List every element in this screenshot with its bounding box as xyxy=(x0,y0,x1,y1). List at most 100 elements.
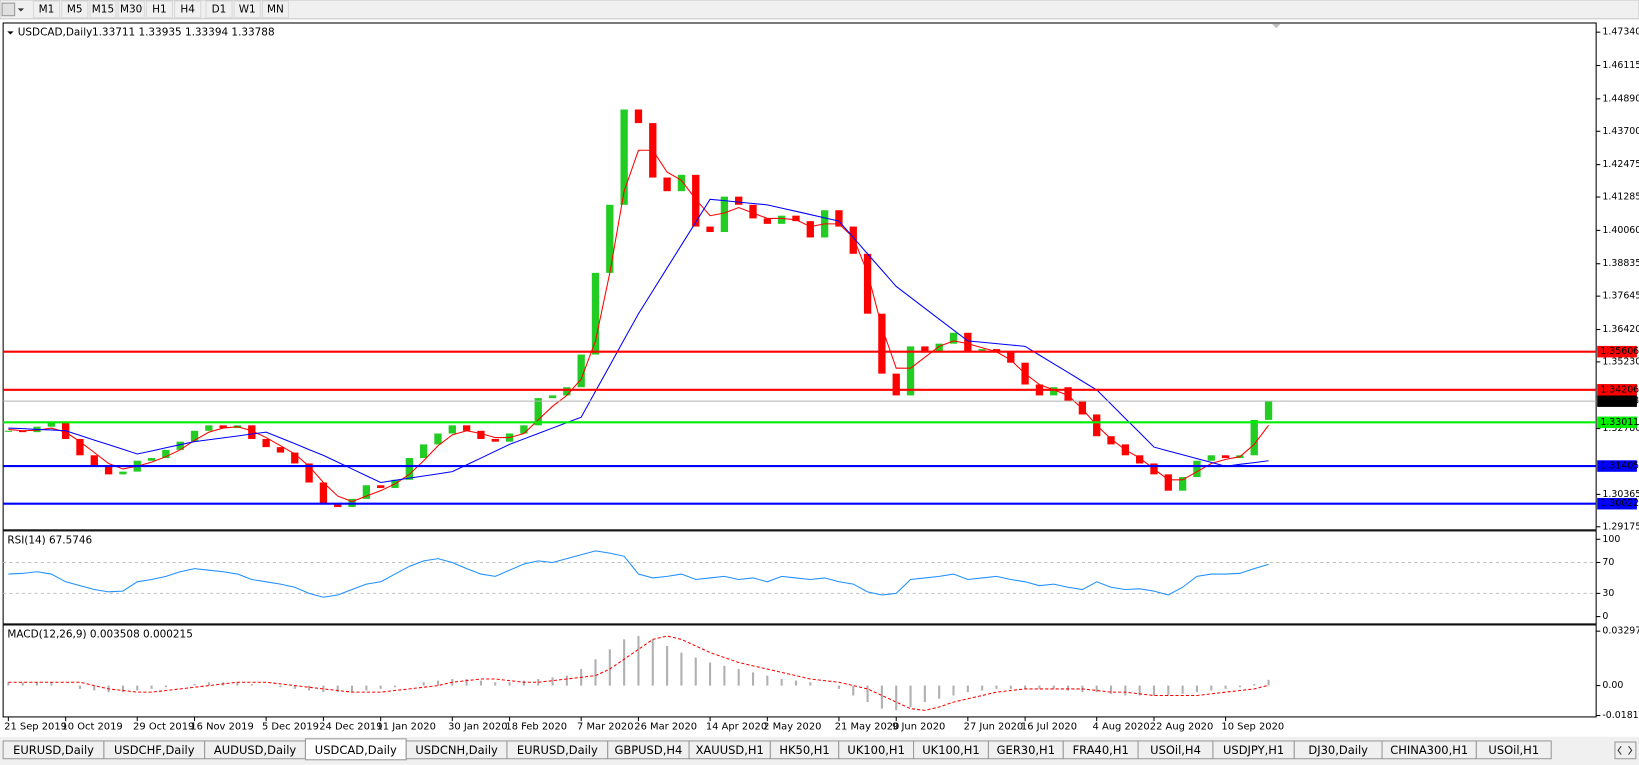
shift-marker xyxy=(1272,24,1281,29)
level-box xyxy=(1597,384,1637,396)
candle xyxy=(47,422,55,427)
candle xyxy=(90,455,98,467)
tab-label[interactable]: CHINA300,H1 xyxy=(1390,743,1468,757)
candle xyxy=(520,425,528,434)
tab-label[interactable]: HK50,H1 xyxy=(779,743,829,757)
candle xyxy=(978,349,986,352)
tab-scroll[interactable] xyxy=(1614,741,1637,760)
y-tick-label: 1.32780 xyxy=(1602,423,1639,434)
x-tick-label: 29 Oct 2019 xyxy=(133,721,194,732)
x-tick-label: 18 Feb 2020 xyxy=(505,721,567,732)
x-tick-label: 22 Aug 2020 xyxy=(1150,721,1213,732)
candle xyxy=(706,226,714,233)
y-tick-label: 1.41285 xyxy=(1602,192,1639,203)
timeframe-label[interactable]: M30 xyxy=(120,3,142,15)
y-tick-label: 1.38835 xyxy=(1602,258,1639,269)
macd-signal xyxy=(8,635,1269,711)
y-tick-label: 1.47340 xyxy=(1602,27,1639,38)
timeframe-button[interactable] xyxy=(32,0,61,19)
timeframe-button[interactable] xyxy=(233,0,261,19)
timeframe-button[interactable] xyxy=(261,0,290,19)
timeframe-button[interactable] xyxy=(89,0,117,19)
x-tick-label: 11 Jan 2020 xyxy=(377,721,436,732)
candle xyxy=(1164,474,1172,491)
timeframe-label[interactable]: H1 xyxy=(152,3,167,15)
timeframe-label[interactable]: MN xyxy=(267,3,284,15)
timeframe-button[interactable] xyxy=(174,0,202,19)
y-tick-label: 0 xyxy=(1602,611,1608,622)
tab-label[interactable]: FRA40,H1 xyxy=(1073,743,1129,757)
timeframe-button[interactable] xyxy=(145,0,173,19)
level-box xyxy=(1597,497,1637,510)
macd-panel xyxy=(2,624,1597,718)
tab-label[interactable]: EURUSD,Daily xyxy=(517,743,598,757)
candle xyxy=(749,204,757,219)
candle xyxy=(434,433,442,445)
candle xyxy=(878,313,886,374)
main-panel xyxy=(2,22,1597,531)
tab-label[interactable]: USOil,H4 xyxy=(1150,743,1201,757)
candle xyxy=(577,354,585,388)
x-tick-label: 27 Jun 2020 xyxy=(964,721,1024,732)
tab-label[interactable]: GER30,H1 xyxy=(997,743,1055,757)
tab-label[interactable]: GBPUSD,H4 xyxy=(614,743,682,757)
candle xyxy=(334,504,342,508)
candle xyxy=(462,425,471,431)
timeframe-button[interactable] xyxy=(117,0,145,19)
tab-label[interactable]: USDJPY,H1 xyxy=(1223,743,1284,757)
tab-label[interactable]: EURUSD,Daily xyxy=(13,743,94,757)
candle xyxy=(205,425,213,431)
timeframe-label[interactable]: D1 xyxy=(212,3,227,15)
tab-label[interactable]: UK100,H1 xyxy=(847,743,904,757)
tab-label[interactable]: USDCAD,Daily xyxy=(315,743,397,757)
x-tick-label: 2 May 2020 xyxy=(763,721,821,732)
tab-label[interactable]: USDCNH,Daily xyxy=(415,743,498,757)
timeframe-label[interactable]: M15 xyxy=(92,3,114,15)
candle xyxy=(491,438,499,442)
indicator-title: RSI(14) 67.5746 xyxy=(7,534,92,546)
timeframe-label[interactable]: W1 xyxy=(239,3,256,15)
x-tick-label: 14 Apr 2020 xyxy=(706,721,767,732)
tab-label[interactable]: UK100,H1 xyxy=(922,743,979,757)
candle xyxy=(1178,477,1187,491)
timeframe-label[interactable]: M1 xyxy=(39,3,55,15)
candle xyxy=(620,109,628,205)
candle xyxy=(892,373,900,396)
timeframe-label[interactable]: M5 xyxy=(67,3,83,15)
title-arrow xyxy=(7,31,14,35)
tab-label[interactable]: XAUUSD,H1 xyxy=(696,743,764,757)
rsi-panel xyxy=(2,530,1597,625)
timeframe-button[interactable] xyxy=(61,0,89,19)
tab-label[interactable]: AUDUSD,Daily xyxy=(214,743,297,757)
tab-label[interactable]: USDCHF,Daily xyxy=(114,743,195,757)
candle xyxy=(692,174,700,227)
toolbar-icon[interactable] xyxy=(1,2,16,17)
candle xyxy=(1078,400,1087,415)
candle xyxy=(634,109,643,124)
symbol-tab[interactable] xyxy=(1475,740,1552,760)
chart-ohlc: 1.33711 1.33935 1.33394 1.33788 xyxy=(92,26,275,38)
y-tick-label: 100 xyxy=(1602,534,1620,545)
candle xyxy=(147,458,156,461)
toolbar-dropdown[interactable] xyxy=(17,8,25,12)
candle xyxy=(362,485,371,499)
timeframe-button[interactable] xyxy=(205,0,233,19)
y-tick-label: 70 xyxy=(1602,557,1614,568)
last-price-box xyxy=(1597,395,1637,407)
candle xyxy=(1207,455,1215,461)
candle xyxy=(677,174,686,192)
tab-label[interactable]: DJ30,Daily xyxy=(1308,743,1368,757)
candle xyxy=(119,471,127,475)
level-box xyxy=(1597,345,1637,358)
candle xyxy=(4,430,13,432)
timeframe-label[interactable]: H4 xyxy=(180,3,195,15)
level-label: 1.35606 xyxy=(1600,346,1639,357)
x-tick-label: 26 Mar 2020 xyxy=(634,721,697,732)
candle xyxy=(1250,419,1258,456)
candle xyxy=(419,444,428,459)
tab-scroll-arrows xyxy=(1617,745,1633,755)
chart-title: USDCAD,Daily xyxy=(18,26,93,38)
x-tick-label: 24 Dec 2019 xyxy=(319,721,382,732)
tab-label[interactable]: USOil,H1 xyxy=(1488,743,1539,757)
